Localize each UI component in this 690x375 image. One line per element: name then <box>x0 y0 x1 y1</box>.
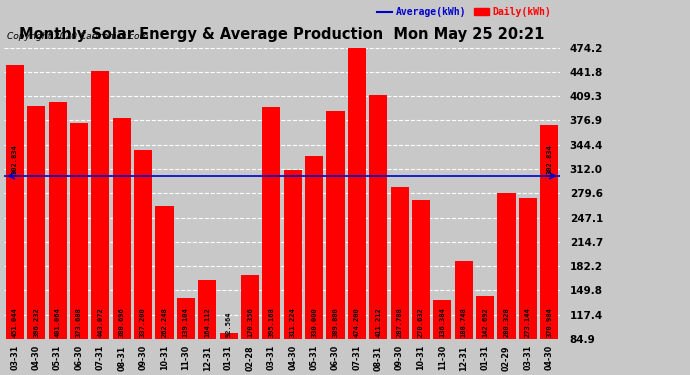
Text: 136.384: 136.384 <box>440 308 445 338</box>
Text: Copyright 2020 Cartronics.com: Copyright 2020 Cartronics.com <box>7 32 148 41</box>
Bar <box>369 95 387 375</box>
Text: 142.692: 142.692 <box>482 308 488 338</box>
Bar <box>476 296 494 375</box>
Text: 302.834: 302.834 <box>12 144 18 174</box>
Bar <box>112 118 131 375</box>
Text: 262.248: 262.248 <box>161 308 168 338</box>
Text: 188.748: 188.748 <box>461 308 466 338</box>
Text: 370.984: 370.984 <box>546 308 552 338</box>
Text: 139.104: 139.104 <box>183 308 189 338</box>
Text: 474.200: 474.200 <box>354 308 360 338</box>
Text: 287.788: 287.788 <box>397 308 403 338</box>
Bar <box>219 333 237 375</box>
Bar <box>155 206 174 375</box>
Bar <box>48 102 67 375</box>
Bar <box>433 300 451 375</box>
Text: 395.168: 395.168 <box>268 308 275 338</box>
Text: 380.696: 380.696 <box>119 308 125 338</box>
Text: 396.232: 396.232 <box>33 308 39 338</box>
Bar <box>391 187 408 375</box>
Bar <box>305 156 323 375</box>
Text: 311.224: 311.224 <box>290 308 296 338</box>
Text: 92.564: 92.564 <box>226 312 232 338</box>
Bar <box>455 261 473 375</box>
Bar <box>262 107 280 375</box>
Text: 373.688: 373.688 <box>76 308 82 338</box>
Bar <box>412 200 430 375</box>
Bar <box>27 106 46 375</box>
Text: 411.212: 411.212 <box>375 308 382 338</box>
Bar <box>91 71 110 375</box>
Bar <box>6 65 24 375</box>
Bar <box>326 111 344 375</box>
Bar <box>348 48 366 375</box>
Text: 337.200: 337.200 <box>140 308 146 338</box>
Bar <box>134 150 152 375</box>
Bar <box>284 170 302 375</box>
Text: 280.328: 280.328 <box>504 308 509 338</box>
Bar <box>198 280 217 375</box>
Text: 170.356: 170.356 <box>247 308 253 338</box>
Text: 273.144: 273.144 <box>525 308 531 338</box>
Text: 302.834: 302.834 <box>546 144 552 174</box>
Text: 401.064: 401.064 <box>55 308 61 338</box>
Legend: Average(kWh), Daily(kWh): Average(kWh), Daily(kWh) <box>373 3 555 21</box>
Bar <box>540 125 558 375</box>
Bar <box>70 123 88 375</box>
Text: 389.800: 389.800 <box>333 308 339 338</box>
Text: 451.044: 451.044 <box>12 308 18 338</box>
Text: 330.000: 330.000 <box>311 308 317 338</box>
Title: Monthly Solar Energy & Average Production  Mon May 25 20:21: Monthly Solar Energy & Average Productio… <box>19 27 544 42</box>
Text: 443.072: 443.072 <box>97 308 104 338</box>
Bar <box>519 198 537 375</box>
Bar <box>497 193 515 375</box>
Text: 164.112: 164.112 <box>204 308 210 338</box>
Text: 270.632: 270.632 <box>418 308 424 338</box>
Bar <box>241 275 259 375</box>
Bar <box>177 298 195 375</box>
